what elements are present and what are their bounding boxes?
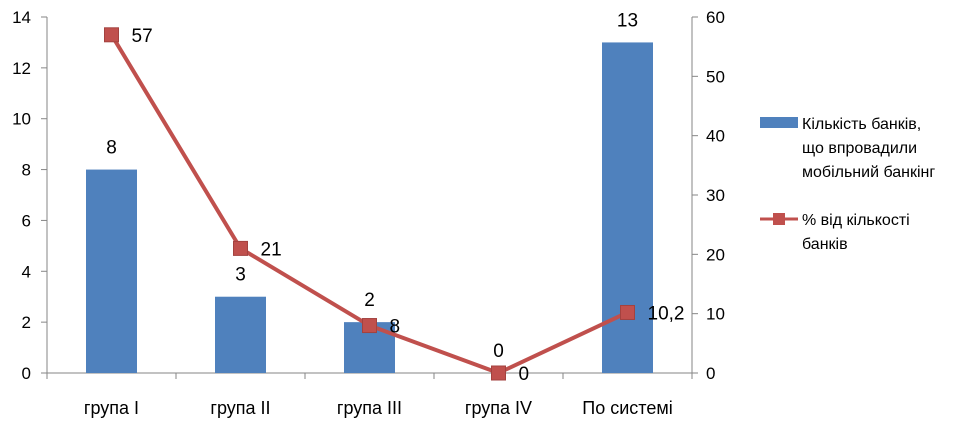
line-point-marker (233, 240, 248, 256)
line-data-label: 8 (390, 317, 401, 338)
bar (86, 169, 137, 373)
left-tick-label: 0 (22, 364, 31, 383)
right-tick-label: 60 (706, 8, 725, 27)
left-tick-label: 12 (12, 59, 31, 78)
legend-label-bars: мобільний банкінг (802, 164, 935, 181)
line-data-label: 57 (132, 26, 153, 47)
line-data-label: 10,2 (648, 303, 685, 324)
right-tick-label: 0 (706, 364, 715, 383)
x-tick-label: група І (84, 398, 139, 418)
line-series (104, 27, 635, 381)
x-tick-label: група ІV (465, 398, 532, 418)
left-tick-label: 6 (22, 211, 31, 230)
legend-swatch-bars (760, 117, 798, 128)
left-tick-label: 8 (22, 161, 31, 180)
left-tick-label: 14 (12, 8, 31, 27)
right-tick-label: 50 (706, 67, 725, 86)
bar-data-label: 3 (235, 265, 246, 286)
bar-data-label: 2 (364, 290, 375, 311)
right-tick-label: 10 (706, 305, 725, 324)
x-tick-label: По системі (582, 398, 672, 418)
legend-label-line: банків (802, 236, 848, 253)
bar (215, 296, 266, 373)
legend-marker-line (773, 213, 785, 225)
x-tick-label: група ІІІ (337, 398, 402, 418)
line-point-marker (620, 304, 635, 320)
right-tick-label: 40 (706, 127, 725, 146)
right-tick-label: 20 (706, 245, 725, 264)
left-tick-label: 2 (22, 313, 31, 332)
right-tick-label: 30 (706, 186, 725, 205)
line-data-label: 21 (261, 239, 282, 260)
bar-data-label: 0 (493, 341, 504, 362)
bar-data-label: 13 (617, 10, 638, 31)
legend-label-bars: що впровадили (802, 140, 917, 157)
data-labels: 8 3 2 0 13 57 21 8 0 10,2 (106, 10, 684, 385)
left-tick-label: 10 (12, 110, 31, 129)
legend-label-line: % від кількості (802, 212, 910, 229)
legend: Кількість банків, що впровадили мобільний … (760, 116, 935, 253)
legend-label-bars: Кількість банків, (802, 116, 921, 133)
line-point-marker (491, 365, 506, 381)
bar-data-label: 8 (106, 138, 117, 159)
line-point-marker (362, 318, 377, 334)
x-tick-label: група ІІ (210, 398, 270, 418)
line-point-marker (104, 27, 119, 43)
line-data-label: 0 (519, 364, 530, 385)
left-tick-label: 4 (22, 262, 31, 281)
bar (602, 42, 653, 374)
